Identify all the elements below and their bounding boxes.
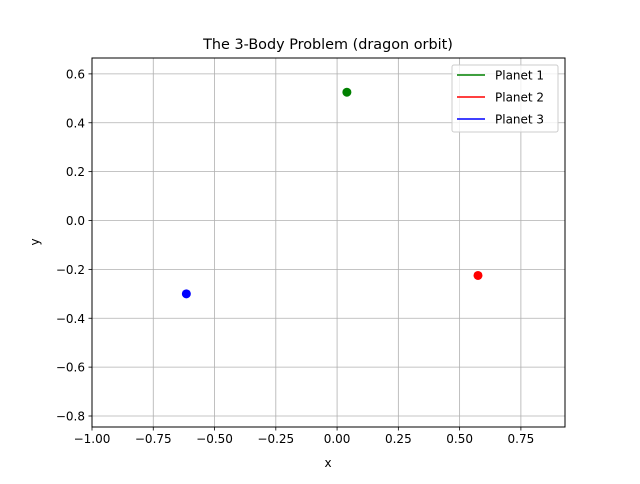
plot-frame (91, 57, 566, 428)
y-tick-label: −0.8 (56, 410, 85, 424)
legend-label-planet-2: Planet 2 (495, 91, 544, 105)
data-points (181, 87, 483, 299)
y-axis-label: y (28, 238, 42, 245)
x-axis-label: x (324, 456, 331, 470)
x-tick-label: −1.00 (74, 432, 111, 446)
y-tick-label: −0.2 (56, 263, 85, 277)
y-tick-label: −0.4 (56, 312, 85, 326)
x-tick-label: 0.00 (324, 432, 351, 446)
y-tick-label: −0.6 (56, 361, 85, 375)
x-tick-label: 0.25 (385, 432, 412, 446)
y-tick-label: 0.6 (66, 67, 85, 81)
planet-1-point (342, 87, 352, 97)
chart-title: The 3-Body Problem (dragon orbit) (202, 37, 453, 53)
legend-label-planet-3: Planet 3 (495, 113, 544, 127)
x-tick-label: −0.50 (196, 432, 233, 446)
x-tick-label: 0.50 (446, 432, 473, 446)
axis-ticks: −1.00 −0.75 −0.50 −0.25 0.00 0.25 0.50 0.75 0.6 0… (56, 67, 534, 446)
y-tick-label: 0.4 (66, 116, 85, 130)
planet-3-point (181, 289, 191, 299)
x-tick-label: −0.75 (135, 432, 172, 446)
x-tick-label: 0.75 (508, 432, 535, 446)
legend-label-planet-1: Planet 1 (495, 69, 544, 83)
y-tick-label: 0.2 (66, 165, 85, 179)
legend-box (451, 64, 559, 133)
legend: Planet 1 Planet 2 Planet 3 (451, 64, 559, 133)
y-tick-label: 0.0 (66, 214, 85, 228)
planet-2-point (473, 270, 483, 280)
x-tick-label: −0.25 (257, 432, 294, 446)
